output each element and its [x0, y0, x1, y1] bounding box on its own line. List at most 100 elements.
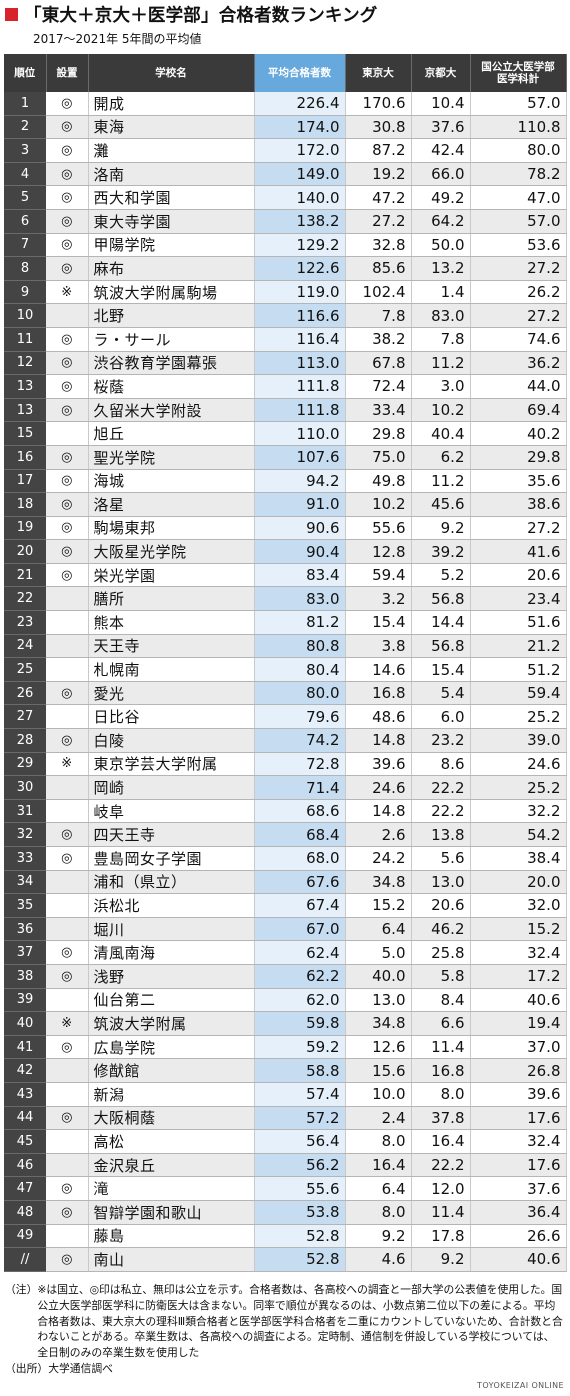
setup-cell: ◎ [46, 516, 89, 541]
school-name-cell: 北野 [88, 303, 255, 328]
average-cell: 174.0 [254, 115, 346, 140]
col-header-tokyo: 東京大 [345, 54, 412, 92]
rank-cell: 13 [4, 374, 46, 399]
school-name-cell: 札幌南 [88, 657, 255, 682]
tokyo-cell: 102.4 [345, 280, 412, 305]
kyoto-cell: 10.4 [411, 92, 471, 116]
kyoto-cell: 22.2 [411, 799, 471, 824]
source-label: （出所） [5, 1361, 49, 1375]
medical-cell: 47.0 [470, 185, 567, 210]
tokyo-cell: 8.0 [345, 1129, 412, 1154]
school-name-cell: 筑波大学附属駒場 [88, 280, 255, 305]
average-cell: 94.2 [254, 469, 346, 494]
rank-cell: 37 [4, 940, 46, 965]
table-row: 41 ◎ 広島学院 59.2 12.6 11.4 37.0 [4, 1035, 567, 1060]
school-name-cell: 高松 [88, 1129, 255, 1154]
school-name-cell: 堀川 [88, 917, 255, 942]
rank-cell: 18 [4, 492, 46, 517]
average-cell: 56.4 [254, 1129, 346, 1154]
tokyo-cell: 34.8 [345, 1011, 412, 1036]
medical-cell: 27.2 [470, 516, 567, 541]
school-name-cell: 聖光学院 [88, 445, 255, 470]
medical-cell: 32.0 [470, 893, 567, 918]
tokyo-cell: 6.4 [345, 917, 412, 942]
tokyo-cell: 67.8 [345, 351, 412, 376]
col-header-rank: 順位 [4, 54, 47, 92]
table-row: 2 ◎ 東海 174.0 30.8 37.6 110.8 [4, 115, 567, 140]
tokyo-cell: 55.6 [345, 516, 412, 541]
kyoto-cell: 12.0 [411, 1176, 471, 1201]
average-cell: 83.0 [254, 586, 346, 612]
kyoto-cell: 50.0 [411, 233, 471, 258]
medical-cell: 25.2 [470, 704, 567, 730]
kyoto-cell: 6.2 [411, 445, 471, 470]
tokyo-cell: 6.4 [345, 1176, 412, 1201]
rank-cell: 33 [4, 846, 46, 871]
setup-cell [46, 586, 89, 612]
average-cell: 71.4 [254, 775, 346, 800]
medical-cell: 20.6 [470, 563, 567, 588]
average-cell: 67.4 [254, 893, 346, 918]
tokyo-cell: 19.2 [345, 162, 412, 187]
average-cell: 226.4 [254, 92, 346, 116]
tokyo-cell: 38.2 [345, 327, 412, 352]
page-title: 「東大＋京大＋医学部」合格者数ランキング [24, 6, 378, 26]
kyoto-cell: 14.4 [411, 610, 471, 635]
setup-cell: ◎ [46, 327, 89, 352]
note-row: （注） ※は国立、◎印は私立、無印は公立を示す。合格者数は、各高校への調査と一部… [5, 1282, 565, 1361]
table-row: 43 新潟 57.4 10.0 8.0 39.6 [4, 1082, 567, 1107]
medical-cell: 27.2 [470, 256, 567, 281]
kyoto-cell: 11.4 [411, 1035, 471, 1060]
setup-cell [46, 1082, 89, 1107]
rank-cell: 5 [4, 185, 46, 210]
rank-cell: 24 [4, 634, 46, 659]
kyoto-cell: 22.2 [411, 1153, 471, 1178]
medical-cell: 37.0 [470, 1035, 567, 1060]
school-name-cell: 新潟 [88, 1082, 255, 1107]
school-name-cell: 白陵 [88, 728, 255, 753]
tokyo-cell: 75.0 [345, 445, 412, 470]
setup-cell: ◎ [46, 846, 89, 871]
average-cell: 67.0 [254, 917, 346, 942]
tokyo-cell: 48.6 [345, 704, 412, 730]
table-row: 11 ◎ ラ・サール 116.4 38.2 7.8 74.6 [4, 327, 567, 352]
medical-cell: 40.6 [470, 988, 567, 1013]
kyoto-cell: 16.8 [411, 1058, 471, 1083]
setup-cell: ◎ [46, 185, 89, 210]
kyoto-cell: 45.6 [411, 492, 471, 517]
medical-cell: 21.2 [470, 634, 567, 659]
table-row: 25 札幌南 80.4 14.6 15.4 51.2 [4, 657, 567, 682]
rank-cell: 32 [4, 822, 46, 847]
tokyo-cell: 24.2 [345, 846, 412, 871]
table-header-row: 順位 設置 学校名 平均合格者数 東京大 京都大 国公立大医学部 医学科計 [4, 54, 567, 92]
setup-cell [46, 775, 89, 800]
table-row: 23 熊本 81.2 15.4 14.4 51.6 [4, 610, 567, 635]
average-cell: 149.0 [254, 162, 346, 187]
setup-cell: ◎ [46, 822, 89, 847]
school-name-cell: 旭丘 [88, 421, 255, 446]
setup-cell: ※ [46, 1011, 89, 1036]
tokyo-cell: 30.8 [345, 115, 412, 140]
medical-cell: 26.6 [470, 1224, 567, 1249]
tokyo-cell: 85.6 [345, 256, 412, 281]
school-name-cell: 甲陽学院 [88, 233, 255, 258]
table-row: 37 ◎ 清風南海 62.4 5.0 25.8 32.4 [4, 940, 567, 965]
medical-cell: 35.6 [470, 469, 567, 494]
setup-cell: ◎ [46, 1200, 89, 1225]
source-row: （出所） 大学通信調べ [5, 1361, 565, 1377]
school-name-cell: 浦和（県立） [88, 870, 255, 895]
average-cell: 119.0 [254, 280, 346, 305]
rank-cell: 39 [4, 988, 46, 1013]
table-row: 22 膳所 83.0 3.2 56.8 23.4 [4, 586, 567, 612]
tokyo-cell: 3.8 [345, 634, 412, 659]
school-name-cell: 久留米大学附設 [88, 398, 255, 423]
kyoto-cell: 8.0 [411, 1082, 471, 1107]
rank-cell: 4 [4, 162, 46, 187]
rank-cell: 10 [4, 303, 46, 328]
rank-cell: 44 [4, 1106, 46, 1131]
average-cell: 116.6 [254, 303, 346, 328]
rank-cell: 9 [4, 280, 46, 305]
table-row: 44 ◎ 大阪桐蔭 57.2 2.4 37.8 17.6 [4, 1106, 567, 1131]
school-name-cell: 東京学芸大学附属 [88, 752, 255, 777]
average-cell: 59.8 [254, 1011, 346, 1036]
